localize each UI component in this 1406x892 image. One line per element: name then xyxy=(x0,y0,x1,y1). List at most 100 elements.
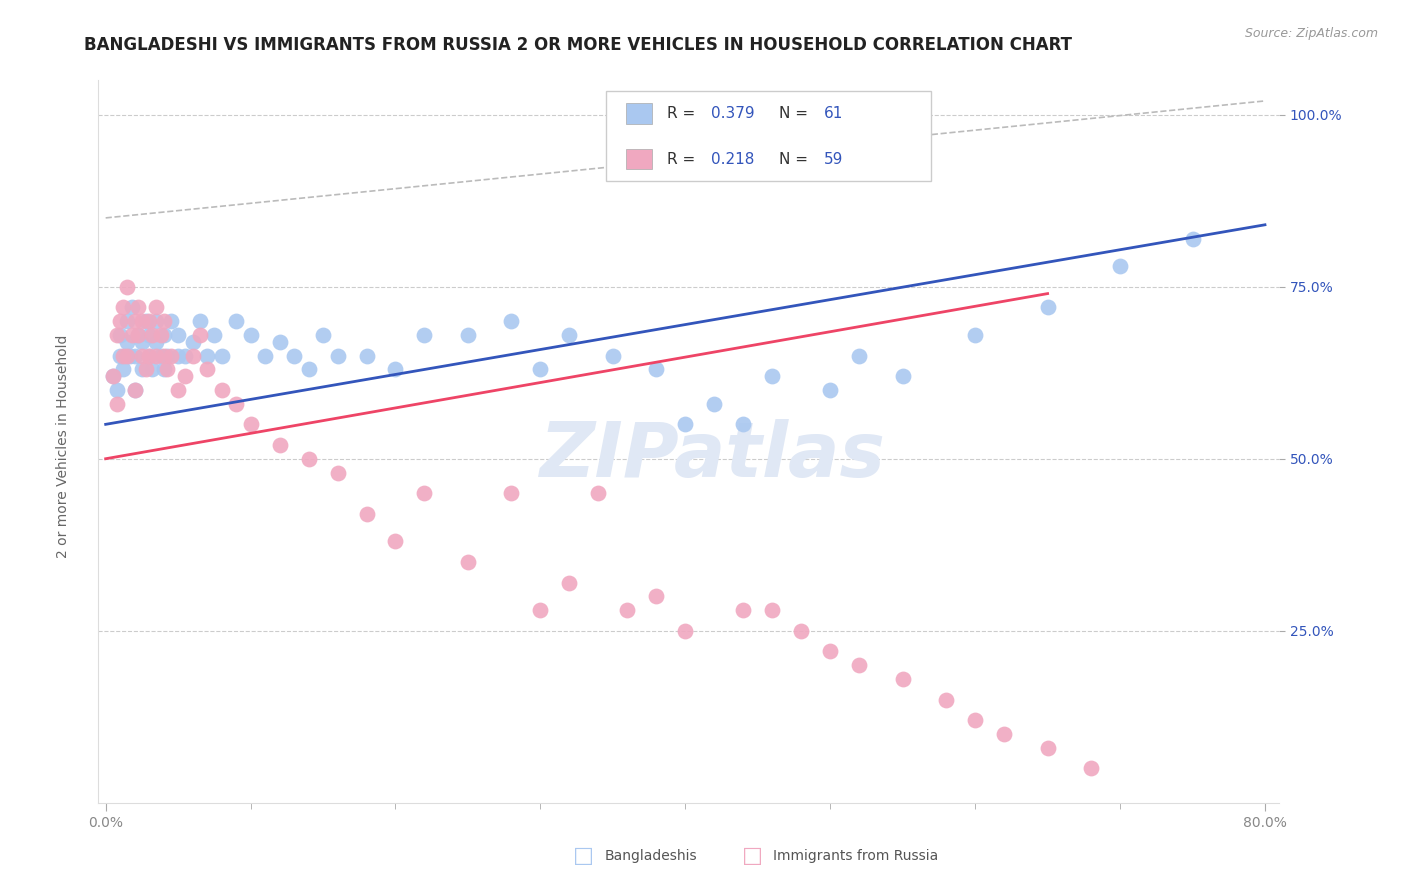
Point xyxy=(645,590,668,604)
Point xyxy=(733,417,755,432)
Point xyxy=(211,383,233,397)
Point xyxy=(181,334,204,349)
Point xyxy=(356,507,378,521)
Point xyxy=(790,624,813,638)
Point xyxy=(529,603,551,617)
Point xyxy=(195,349,218,363)
Point xyxy=(131,314,153,328)
Point xyxy=(501,486,523,500)
Point xyxy=(167,327,190,342)
Point xyxy=(127,327,149,342)
Text: □: □ xyxy=(742,847,762,866)
Point xyxy=(108,327,131,342)
Point xyxy=(145,301,167,315)
Text: 61: 61 xyxy=(824,106,844,121)
Point xyxy=(155,362,177,376)
Point xyxy=(733,603,755,617)
FancyBboxPatch shape xyxy=(606,91,931,181)
Point xyxy=(413,486,436,500)
Text: ZIPatlas: ZIPatlas xyxy=(540,419,886,493)
Point xyxy=(818,383,841,397)
Text: N =: N = xyxy=(779,106,813,121)
Point xyxy=(1036,740,1059,755)
Point xyxy=(112,362,135,376)
Text: 0.379: 0.379 xyxy=(711,106,755,121)
Point xyxy=(145,334,167,349)
Point xyxy=(149,327,172,342)
Point xyxy=(703,397,725,411)
Point xyxy=(141,327,163,342)
Point xyxy=(124,349,146,363)
Point xyxy=(167,383,190,397)
Point xyxy=(117,279,139,293)
Point xyxy=(105,397,128,411)
Point xyxy=(848,658,870,673)
Point xyxy=(384,534,406,549)
Point xyxy=(112,349,135,363)
Point xyxy=(818,644,841,658)
Point xyxy=(174,349,197,363)
Point xyxy=(181,349,204,363)
Point xyxy=(558,575,581,590)
Point xyxy=(283,349,305,363)
Point xyxy=(356,349,378,363)
Point xyxy=(152,327,174,342)
Point xyxy=(202,327,225,342)
Point xyxy=(239,417,262,432)
Point xyxy=(174,369,197,384)
Point xyxy=(645,362,668,376)
Point xyxy=(167,349,190,363)
Point xyxy=(312,327,335,342)
Point xyxy=(117,314,139,328)
Point xyxy=(124,383,146,397)
Point xyxy=(1036,301,1059,315)
Point xyxy=(138,349,160,363)
Text: Source: ZipAtlas.com: Source: ZipAtlas.com xyxy=(1244,27,1378,40)
Point xyxy=(413,327,436,342)
FancyBboxPatch shape xyxy=(626,103,652,124)
Text: 0.218: 0.218 xyxy=(711,152,755,167)
Point xyxy=(138,327,160,342)
Point xyxy=(131,349,153,363)
Text: □: □ xyxy=(574,847,593,866)
Point xyxy=(1080,761,1102,775)
Point xyxy=(160,349,183,363)
Point xyxy=(141,362,163,376)
Point xyxy=(239,327,262,342)
Point xyxy=(457,327,479,342)
Text: N =: N = xyxy=(779,152,813,167)
Point xyxy=(105,327,128,342)
Point xyxy=(529,362,551,376)
Point xyxy=(297,362,319,376)
Point xyxy=(101,369,124,384)
Point xyxy=(225,397,247,411)
Point xyxy=(588,486,610,500)
FancyBboxPatch shape xyxy=(626,149,652,169)
Point xyxy=(152,362,174,376)
Point xyxy=(211,349,233,363)
Text: Bangladeshis: Bangladeshis xyxy=(605,849,697,863)
Point xyxy=(105,383,128,397)
Point xyxy=(384,362,406,376)
Point xyxy=(131,334,153,349)
Text: 2 or more Vehicles in Household: 2 or more Vehicles in Household xyxy=(56,334,70,558)
Point xyxy=(673,624,696,638)
Point xyxy=(225,314,247,328)
Text: 59: 59 xyxy=(824,152,844,167)
Point xyxy=(188,327,211,342)
Point xyxy=(891,369,914,384)
Point xyxy=(120,349,142,363)
Point xyxy=(269,334,291,349)
Point xyxy=(117,334,139,349)
Point xyxy=(195,362,218,376)
Point xyxy=(138,349,160,363)
Point xyxy=(152,314,174,328)
Text: R =: R = xyxy=(666,106,700,121)
Point xyxy=(108,314,131,328)
Point xyxy=(673,417,696,432)
Point xyxy=(124,314,146,328)
Point xyxy=(135,362,157,376)
Point xyxy=(112,301,135,315)
Point xyxy=(965,713,987,727)
Point xyxy=(848,349,870,363)
